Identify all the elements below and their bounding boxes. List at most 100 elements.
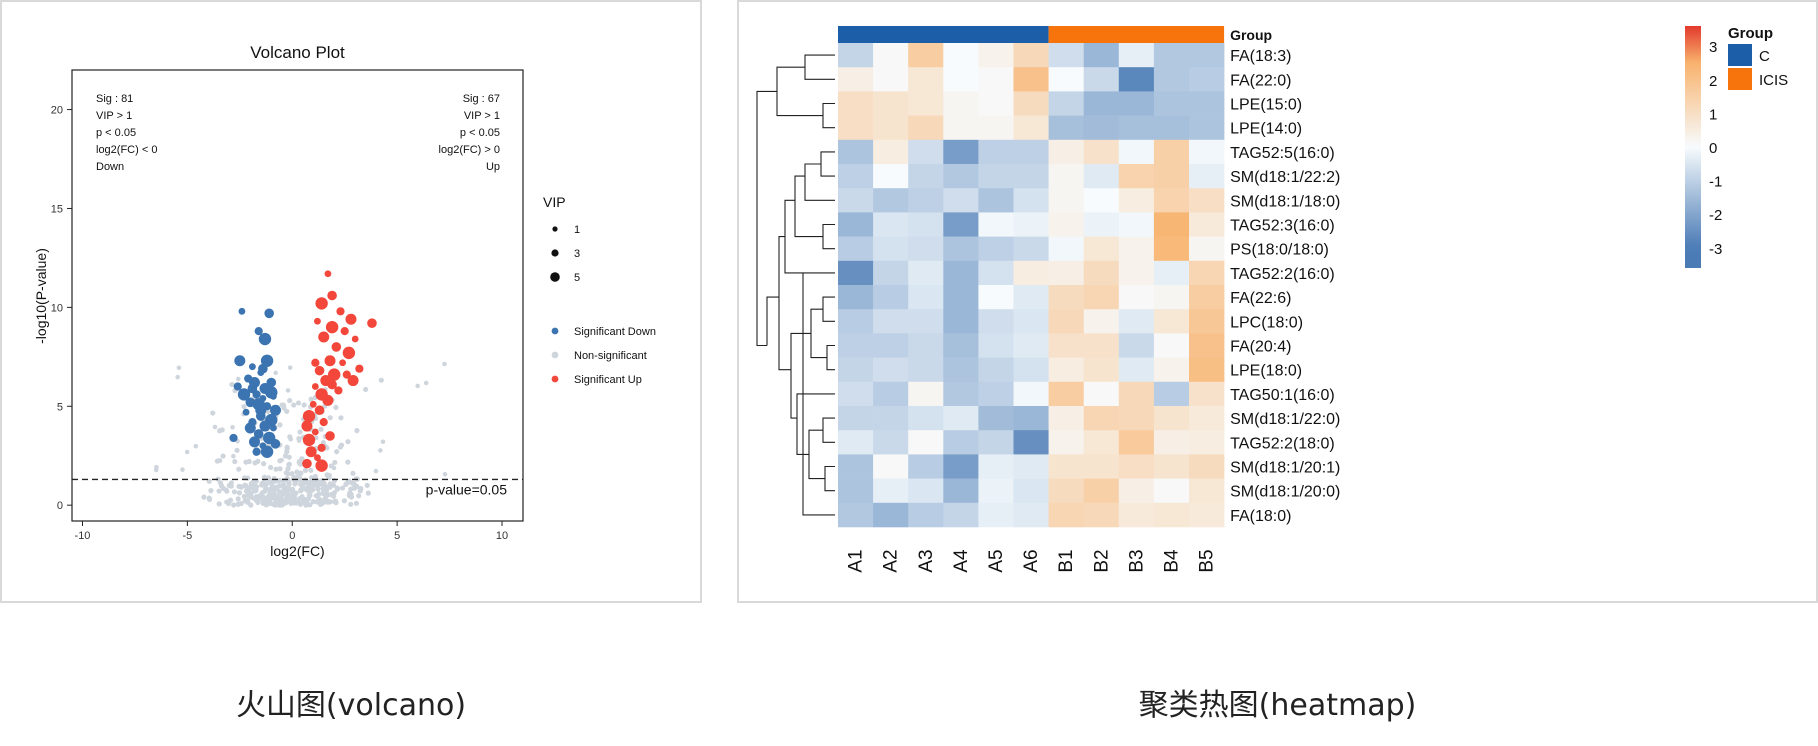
heatmap-cell [873, 285, 908, 310]
annotation-up-line: Sig : 67 [463, 93, 500, 105]
point-significant-up [315, 297, 327, 309]
point-non-significant [279, 502, 284, 507]
point-non-significant [300, 483, 305, 488]
point-significant-up [315, 459, 327, 471]
point-non-significant [247, 459, 252, 464]
point-significant-up [326, 321, 338, 333]
point-non-significant [217, 501, 222, 506]
heatmap-cell [978, 67, 1013, 92]
point-significant-down [259, 395, 266, 402]
heatmap-cell [873, 140, 908, 165]
heatmap-cell [943, 309, 978, 334]
annotation-down-line: Down [96, 161, 124, 173]
point-non-significant [260, 481, 265, 486]
column-label: B4 [1161, 549, 1182, 573]
heatmap-cell [1014, 503, 1049, 528]
point-non-significant [236, 496, 241, 501]
row-dendrogram [757, 55, 835, 515]
point-significant-up [336, 307, 344, 315]
heatmap-cell [1049, 91, 1084, 116]
heatmap-cell [1014, 358, 1049, 383]
point-non-significant [279, 403, 284, 408]
point-non-significant [288, 365, 293, 370]
point-non-significant [284, 409, 289, 414]
dendrogram-branch [825, 467, 835, 491]
heatmap-cell [1189, 67, 1224, 92]
heatmap-cell [978, 140, 1013, 165]
annotation-down-line: VIP > 1 [96, 110, 132, 122]
row-label: FA(22:0) [1230, 72, 1291, 89]
point-non-significant [246, 493, 251, 498]
heatmap-cell [1189, 212, 1224, 237]
heatmap-cell [1049, 261, 1084, 286]
point-non-significant [331, 483, 336, 488]
point-significant-up [327, 291, 337, 301]
point-significant-down [255, 327, 263, 335]
point-non-significant [424, 381, 429, 386]
plot-frame [72, 70, 523, 521]
heatmap-cell [943, 333, 978, 358]
point-non-significant [231, 454, 236, 459]
heatmap-cell [838, 188, 873, 213]
heatmap-cell [1189, 140, 1224, 165]
point-non-significant [320, 500, 325, 505]
heatmap-cell [838, 261, 873, 286]
heatmap-cell [838, 140, 873, 165]
heatmap-cell [1119, 454, 1154, 479]
point-non-significant [332, 460, 337, 465]
heatmap-cell [908, 454, 943, 479]
heatmap-cell [978, 43, 1013, 68]
heatmap-cell [1189, 237, 1224, 262]
point-non-significant [273, 371, 278, 376]
point-non-significant [333, 498, 338, 503]
heatmap-cell [908, 479, 943, 504]
point-non-significant [236, 467, 241, 472]
point-non-significant [274, 502, 279, 507]
heatmap-cell [1014, 67, 1049, 92]
heatmap-cell [838, 454, 873, 479]
heatmap-cell [873, 237, 908, 262]
heatmap-cell [1154, 237, 1189, 262]
heatmap-cell [1049, 116, 1084, 141]
group-legend-label: C [1759, 48, 1770, 65]
point-significant-down [261, 446, 273, 458]
color-legend-label: Non-significant [574, 350, 647, 362]
heatmap-cell [1119, 91, 1154, 116]
heatmap-cell [1154, 454, 1189, 479]
point-non-significant [154, 465, 159, 470]
heatmap-cell [943, 503, 978, 528]
heatmap-cell [908, 116, 943, 141]
point-non-significant [285, 489, 290, 494]
heatmap-cell [943, 140, 978, 165]
heatmap-cell [908, 212, 943, 237]
heatmap-cell [1049, 212, 1084, 237]
threshold-label: p-value=0.05 [426, 481, 508, 497]
point-non-significant [237, 490, 242, 495]
heatmap-cell [908, 358, 943, 383]
heatmap-cell [1154, 503, 1189, 528]
heatmap-cell [1084, 261, 1119, 286]
heatmap-cell [908, 91, 943, 116]
heatmap-cell [1084, 358, 1119, 383]
point-non-significant [286, 388, 291, 393]
heatmap-cell [1154, 43, 1189, 68]
point-non-significant [358, 488, 363, 493]
heatmap-cell [943, 430, 978, 455]
heatmap-cell [943, 285, 978, 310]
point-significant-up [314, 318, 321, 325]
heatmap-cell [1084, 503, 1119, 528]
x-tick-label: 10 [496, 530, 508, 542]
color-scale-tick: 1 [1709, 106, 1717, 123]
non-significant-points [154, 361, 447, 508]
row-label: FA(18:3) [1230, 48, 1291, 65]
heatmap-cell [978, 503, 1013, 528]
heatmap-cell [873, 188, 908, 213]
point-non-significant [249, 481, 254, 486]
point-non-significant [232, 489, 237, 494]
cluster-heatmap: Group FA(18:3) FA(22:0) LPE(15:0) LPE(14:0) T… [739, 2, 1818, 605]
group-bar-icis [1049, 26, 1225, 43]
heatmap-cell [943, 43, 978, 68]
column-label: A2 [881, 549, 902, 572]
point-non-significant [354, 501, 359, 506]
